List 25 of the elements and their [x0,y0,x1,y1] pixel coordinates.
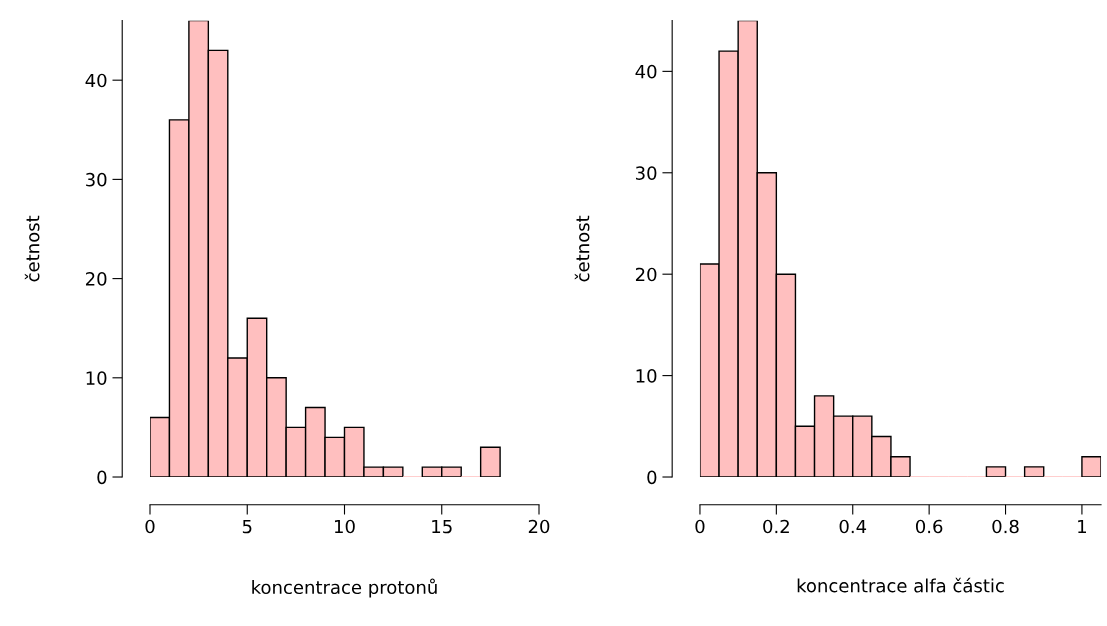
x-tick-label: 0 [145,519,155,534]
x-tick-label: 0.2 [763,519,789,534]
y-tick-label: 0 [97,470,107,485]
x-axis-title: koncentrace alfa částic [797,577,1004,593]
x-tick-label: 0.6 [915,519,943,534]
y-tick-label: 40 [635,64,657,79]
x-tick-label: 20 [528,519,550,534]
y-tick-label: 10 [636,369,657,383]
y-tick-label: 30 [636,166,657,180]
y-tick-label: 20 [85,272,107,286]
y-tick-label: 20 [635,267,657,282]
x-tick-label: 0.8 [992,519,1019,534]
x-tick-label: 1 [1078,519,1086,534]
x-tick-label: 0 [695,519,705,534]
x-axis-title: koncentrace protonů [252,578,437,598]
y-axis-title: četnost [24,215,40,282]
x-tick-label: 0.4 [839,519,867,534]
y-tick-label: 10 [86,371,107,385]
y-tick-label: 30 [86,172,107,187]
x-tick-label: 15 [432,519,452,534]
y-tick-label: 0 [647,470,657,485]
x-tick-label: 10 [334,519,355,534]
x-tick-label: 5 [242,519,252,534]
y-tick-label: 40 [85,73,107,88]
y-axis-title: četnost [574,215,590,282]
